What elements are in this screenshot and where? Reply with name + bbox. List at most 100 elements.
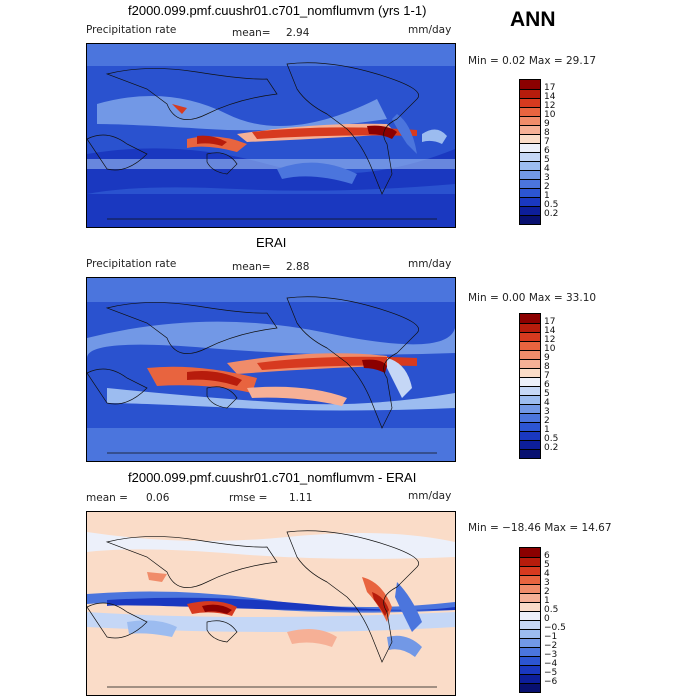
panel2-map: [86, 277, 456, 462]
colorbar-tick-label: −0.5: [544, 623, 566, 633]
colorbar-segment: [520, 674, 540, 683]
panel1-units: mm/day: [408, 24, 452, 36]
colorbar-tick-label: 10: [544, 110, 556, 120]
colorbar-tick-label: 2: [544, 587, 550, 597]
colorbar-segment: [520, 404, 540, 413]
colorbar-tick-label: −3: [544, 650, 558, 660]
colorbar-tick-label: 8: [544, 362, 550, 372]
colorbar-tick-label: 0.2: [544, 209, 559, 219]
panel3-title: f2000.099.pmf.cuushr01.c701_nomflumvm - …: [128, 470, 417, 485]
colorbar-tick-label: 9: [544, 119, 550, 129]
colorbar-tick-label: 5: [544, 560, 550, 570]
colorbar-tick-label: 5: [544, 389, 550, 399]
colorbar-segment: [520, 665, 540, 674]
colorbar-tick-label: 12: [544, 335, 556, 345]
colorbar-tick-label: 4: [544, 569, 550, 579]
colorbar-segment: [520, 197, 540, 206]
colorbar-segment: [520, 359, 540, 368]
panel1-min-max: Min = 0.02 Max = 29.17: [468, 55, 597, 67]
panel1-map: [86, 43, 456, 228]
colorbar-segment: [520, 107, 540, 116]
colorbar-segment: [520, 368, 540, 377]
colorbar-segment: [520, 620, 540, 629]
colorbar-tick-label: 17: [544, 317, 556, 327]
colorbar-tick-label: 1: [544, 596, 550, 606]
colorbar-tick-label: 10: [544, 344, 556, 354]
colorbar-tick-label: 2: [544, 182, 550, 192]
colorbar-tick-label: 6: [544, 380, 550, 390]
colorbar-segment: [520, 206, 540, 215]
colorbar-tick-label: 1: [544, 425, 550, 435]
panel2-colorbar: [519, 313, 541, 459]
colorbar-segment: [520, 638, 540, 647]
panel2-mean-value: 2.88: [286, 261, 310, 273]
panel1-colorbar: [519, 79, 541, 225]
panel3-colorbar: [519, 547, 541, 693]
colorbar-segment: [520, 170, 540, 179]
colorbar-tick-label: 3: [544, 173, 550, 183]
colorbar-tick-label: 4: [544, 164, 550, 174]
colorbar-tick-label: 0.5: [544, 200, 559, 210]
colorbar-segment: [520, 557, 540, 566]
colorbar-segment: [520, 440, 540, 449]
colorbar-tick-label: 1: [544, 191, 550, 201]
colorbar-segment: [520, 656, 540, 665]
colorbar-tick-label: 5: [544, 155, 550, 165]
colorbar-tick-label: −2: [544, 641, 558, 651]
colorbar-tick-label: 7: [544, 371, 550, 381]
colorbar-tick-label: 6: [544, 551, 550, 561]
colorbar-tick-label: 6: [544, 146, 550, 156]
colorbar-segment: [520, 341, 540, 350]
colorbar-segment: [520, 323, 540, 332]
colorbar-segment: [520, 161, 540, 170]
colorbar-tick-label: 4: [544, 398, 550, 408]
panel2-title: ERAI: [256, 235, 287, 250]
colorbar-tick-label: 0.5: [544, 434, 559, 444]
colorbar-segment: [520, 314, 540, 323]
colorbar-tick-label: 3: [544, 578, 550, 588]
colorbar-segment: [520, 134, 540, 143]
panel3-mean-value: 0.06: [146, 492, 170, 504]
colorbar-tick-label: 7: [544, 137, 550, 147]
colorbar-segment: [520, 548, 540, 557]
panel1-mean-label: mean=: [232, 27, 271, 39]
panel2-min-max: Min = 0.00 Max = 33.10: [468, 292, 597, 304]
colorbar-segment: [520, 647, 540, 656]
colorbar-tick-label: 12: [544, 101, 556, 111]
colorbar-segment: [520, 89, 540, 98]
colorbar-segment: [520, 449, 540, 458]
colorbar-tick-label: 0.2: [544, 443, 559, 453]
colorbar-segment: [520, 566, 540, 575]
colorbar-tick-label: −6: [544, 677, 558, 687]
colorbar-segment: [520, 215, 540, 224]
colorbar-segment: [520, 593, 540, 602]
colorbar-segment: [520, 386, 540, 395]
panel3-rmse-value: 1.11: [289, 492, 313, 504]
colorbar-segment: [520, 143, 540, 152]
colorbar-segment: [520, 611, 540, 620]
panel2-units: mm/day: [408, 258, 452, 270]
colorbar-segment: [520, 332, 540, 341]
panel1-title: f2000.099.pmf.cuushr01.c701_nomflumvm (y…: [128, 3, 427, 18]
colorbar-segment: [520, 422, 540, 431]
colorbar-tick-label: −1: [544, 632, 558, 642]
colorbar-tick-label: −4: [544, 659, 558, 669]
colorbar-segment: [520, 152, 540, 161]
colorbar-segment: [520, 413, 540, 422]
colorbar-segment: [520, 629, 540, 638]
colorbar-tick-label: 8: [544, 128, 550, 138]
colorbar-segment: [520, 98, 540, 107]
colorbar-segment: [520, 116, 540, 125]
colorbar-segment: [520, 179, 540, 188]
colorbar-tick-label: 3: [544, 407, 550, 417]
colorbar-tick-label: 0: [544, 614, 550, 624]
colorbar-tick-label: 17: [544, 83, 556, 93]
colorbar-segment: [520, 683, 540, 692]
panel3-min-max: Min = −18.46 Max = 14.67: [468, 522, 612, 534]
season-label: ANN: [510, 8, 556, 31]
panel1-variable-label: Precipitation rate: [86, 24, 177, 36]
colorbar-segment: [520, 80, 540, 89]
panel3-rmse-label: rmse =: [229, 492, 268, 504]
panel3-map: [86, 511, 456, 696]
colorbar-tick-label: 0.5: [544, 605, 559, 615]
